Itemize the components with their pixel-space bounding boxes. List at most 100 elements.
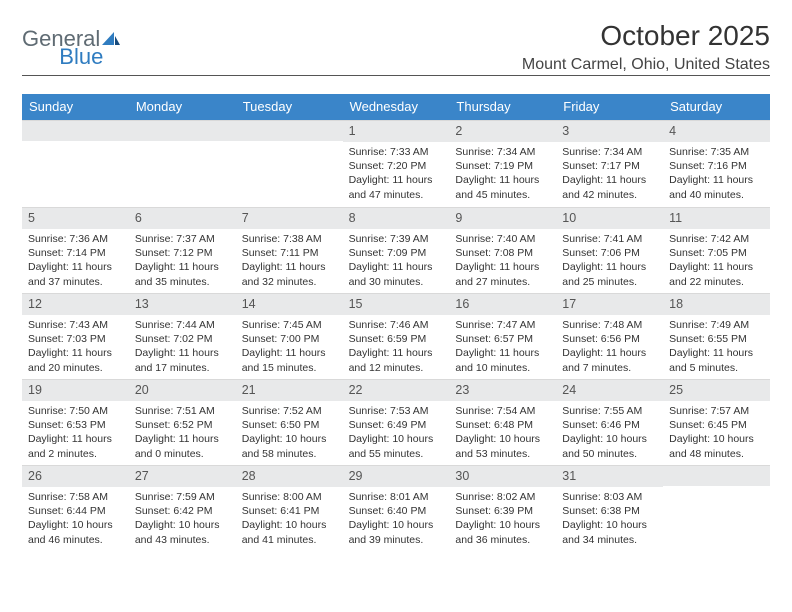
weekday-header: Saturday xyxy=(663,94,770,120)
sunrise-text: Sunrise: 7:33 AM xyxy=(349,145,444,159)
sunrise-text: Sunrise: 7:46 AM xyxy=(349,318,444,332)
calendar-cell: 15Sunrise: 7:46 AMSunset: 6:59 PMDayligh… xyxy=(343,293,450,379)
daylight-text: Daylight: 11 hours and 17 minutes. xyxy=(135,346,230,374)
daylight-text: Daylight: 10 hours and 43 minutes. xyxy=(135,518,230,546)
sunrise-text: Sunrise: 7:37 AM xyxy=(135,232,230,246)
sunset-text: Sunset: 7:03 PM xyxy=(28,332,123,346)
calendar-page: General Blue October 2025 Mount Carmel, … xyxy=(0,0,792,572)
calendar-grid: 1Sunrise: 7:33 AMSunset: 7:20 PMDaylight… xyxy=(22,120,770,552)
daylight-text: Daylight: 11 hours and 22 minutes. xyxy=(669,260,764,288)
day-detail: Sunrise: 7:51 AMSunset: 6:52 PMDaylight:… xyxy=(129,401,236,465)
day-detail: Sunrise: 7:42 AMSunset: 7:05 PMDaylight:… xyxy=(663,229,770,293)
sunrise-text: Sunrise: 7:34 AM xyxy=(455,145,550,159)
day-detail: Sunrise: 7:33 AMSunset: 7:20 PMDaylight:… xyxy=(343,142,450,206)
sunset-text: Sunset: 6:38 PM xyxy=(562,504,657,518)
sunrise-text: Sunrise: 7:49 AM xyxy=(669,318,764,332)
calendar-cell: 22Sunrise: 7:53 AMSunset: 6:49 PMDayligh… xyxy=(343,379,450,465)
sunrise-text: Sunrise: 8:02 AM xyxy=(455,490,550,504)
day-detail: Sunrise: 7:47 AMSunset: 6:57 PMDaylight:… xyxy=(449,315,556,379)
sunrise-text: Sunrise: 7:58 AM xyxy=(28,490,123,504)
sunset-text: Sunset: 6:55 PM xyxy=(669,332,764,346)
sunrise-text: Sunrise: 7:45 AM xyxy=(242,318,337,332)
day-number: 30 xyxy=(449,465,556,487)
daylight-text: Daylight: 11 hours and 5 minutes. xyxy=(669,346,764,374)
sunrise-text: Sunrise: 7:44 AM xyxy=(135,318,230,332)
calendar-cell: 5Sunrise: 7:36 AMSunset: 7:14 PMDaylight… xyxy=(22,207,129,293)
day-detail: Sunrise: 7:52 AMSunset: 6:50 PMDaylight:… xyxy=(236,401,343,465)
day-detail: Sunrise: 8:02 AMSunset: 6:39 PMDaylight:… xyxy=(449,487,556,551)
day-number: 24 xyxy=(556,379,663,401)
calendar-cell: 17Sunrise: 7:48 AMSunset: 6:56 PMDayligh… xyxy=(556,293,663,379)
daylight-text: Daylight: 10 hours and 46 minutes. xyxy=(28,518,123,546)
daylight-text: Daylight: 11 hours and 27 minutes. xyxy=(455,260,550,288)
daylight-text: Daylight: 10 hours and 36 minutes. xyxy=(455,518,550,546)
day-detail: Sunrise: 7:41 AMSunset: 7:06 PMDaylight:… xyxy=(556,229,663,293)
day-detail: Sunrise: 7:37 AMSunset: 7:12 PMDaylight:… xyxy=(129,229,236,293)
sunset-text: Sunset: 6:59 PM xyxy=(349,332,444,346)
calendar-cell: 29Sunrise: 8:01 AMSunset: 6:40 PMDayligh… xyxy=(343,465,450,552)
day-number: 2 xyxy=(449,120,556,142)
day-number: 23 xyxy=(449,379,556,401)
calendar-cell: 4Sunrise: 7:35 AMSunset: 7:16 PMDaylight… xyxy=(663,120,770,207)
sunrise-text: Sunrise: 7:39 AM xyxy=(349,232,444,246)
sunrise-text: Sunrise: 8:03 AM xyxy=(562,490,657,504)
weekday-header: Friday xyxy=(556,94,663,120)
day-number: 1 xyxy=(343,120,450,142)
calendar-cell: 3Sunrise: 7:34 AMSunset: 7:17 PMDaylight… xyxy=(556,120,663,207)
calendar-cell xyxy=(663,465,770,552)
sunrise-text: Sunrise: 7:52 AM xyxy=(242,404,337,418)
day-number: 10 xyxy=(556,207,663,229)
day-detail: Sunrise: 7:55 AMSunset: 6:46 PMDaylight:… xyxy=(556,401,663,465)
day-number: 19 xyxy=(22,379,129,401)
daylight-text: Daylight: 10 hours and 48 minutes. xyxy=(669,432,764,460)
daylight-text: Daylight: 11 hours and 15 minutes. xyxy=(242,346,337,374)
sunset-text: Sunset: 6:42 PM xyxy=(135,504,230,518)
sunset-text: Sunset: 6:41 PM xyxy=(242,504,337,518)
sunset-text: Sunset: 7:11 PM xyxy=(242,246,337,260)
day-number: 20 xyxy=(129,379,236,401)
calendar-cell xyxy=(22,120,129,207)
day-detail: Sunrise: 7:53 AMSunset: 6:49 PMDaylight:… xyxy=(343,401,450,465)
day-number: 27 xyxy=(129,465,236,487)
daylight-text: Daylight: 10 hours and 34 minutes. xyxy=(562,518,657,546)
calendar-cell: 6Sunrise: 7:37 AMSunset: 7:12 PMDaylight… xyxy=(129,207,236,293)
daylight-text: Daylight: 11 hours and 32 minutes. xyxy=(242,260,337,288)
sunset-text: Sunset: 6:52 PM xyxy=(135,418,230,432)
day-detail: Sunrise: 7:58 AMSunset: 6:44 PMDaylight:… xyxy=(22,487,129,551)
day-number: 15 xyxy=(343,293,450,315)
sunrise-text: Sunrise: 7:48 AM xyxy=(562,318,657,332)
day-detail: Sunrise: 7:59 AMSunset: 6:42 PMDaylight:… xyxy=(129,487,236,551)
calendar-cell: 10Sunrise: 7:41 AMSunset: 7:06 PMDayligh… xyxy=(556,207,663,293)
sunrise-text: Sunrise: 7:51 AM xyxy=(135,404,230,418)
calendar-cell: 30Sunrise: 8:02 AMSunset: 6:39 PMDayligh… xyxy=(449,465,556,552)
daylight-text: Daylight: 10 hours and 50 minutes. xyxy=(562,432,657,460)
day-number: 31 xyxy=(556,465,663,487)
daylight-text: Daylight: 11 hours and 2 minutes. xyxy=(28,432,123,460)
day-number xyxy=(236,120,343,141)
sunrise-text: Sunrise: 7:40 AM xyxy=(455,232,550,246)
calendar-cell: 25Sunrise: 7:57 AMSunset: 6:45 PMDayligh… xyxy=(663,379,770,465)
day-number: 22 xyxy=(343,379,450,401)
day-detail: Sunrise: 7:57 AMSunset: 6:45 PMDaylight:… xyxy=(663,401,770,465)
document-header: General Blue October 2025 Mount Carmel, … xyxy=(22,20,770,74)
day-detail: Sunrise: 7:43 AMSunset: 7:03 PMDaylight:… xyxy=(22,315,129,379)
daylight-text: Daylight: 11 hours and 35 minutes. xyxy=(135,260,230,288)
day-detail xyxy=(236,141,343,207)
sunrise-text: Sunrise: 7:38 AM xyxy=(242,232,337,246)
day-number: 8 xyxy=(343,207,450,229)
sunset-text: Sunset: 6:45 PM xyxy=(669,418,764,432)
day-detail: Sunrise: 7:49 AMSunset: 6:55 PMDaylight:… xyxy=(663,315,770,379)
weekday-header: Tuesday xyxy=(236,94,343,120)
sunrise-text: Sunrise: 7:43 AM xyxy=(28,318,123,332)
day-detail xyxy=(663,486,770,552)
daylight-text: Daylight: 11 hours and 7 minutes. xyxy=(562,346,657,374)
calendar-cell: 31 Sunrise: 8:03 AMSunset: 6:38 PMDayligh… xyxy=(556,465,663,552)
day-detail: Sunrise: 7:50 AMSunset: 6:53 PMDaylight:… xyxy=(22,401,129,465)
calendar-cell: 21Sunrise: 7:52 AMSunset: 6:50 PMDayligh… xyxy=(236,379,343,465)
day-detail: Sunrise: 7:34 AMSunset: 7:19 PMDaylight:… xyxy=(449,142,556,206)
sunset-text: Sunset: 6:39 PM xyxy=(455,504,550,518)
sunrise-text: Sunrise: 7:57 AM xyxy=(669,404,764,418)
sunset-text: Sunset: 7:02 PM xyxy=(135,332,230,346)
sunset-text: Sunset: 7:08 PM xyxy=(455,246,550,260)
daylight-text: Daylight: 10 hours and 41 minutes. xyxy=(242,518,337,546)
